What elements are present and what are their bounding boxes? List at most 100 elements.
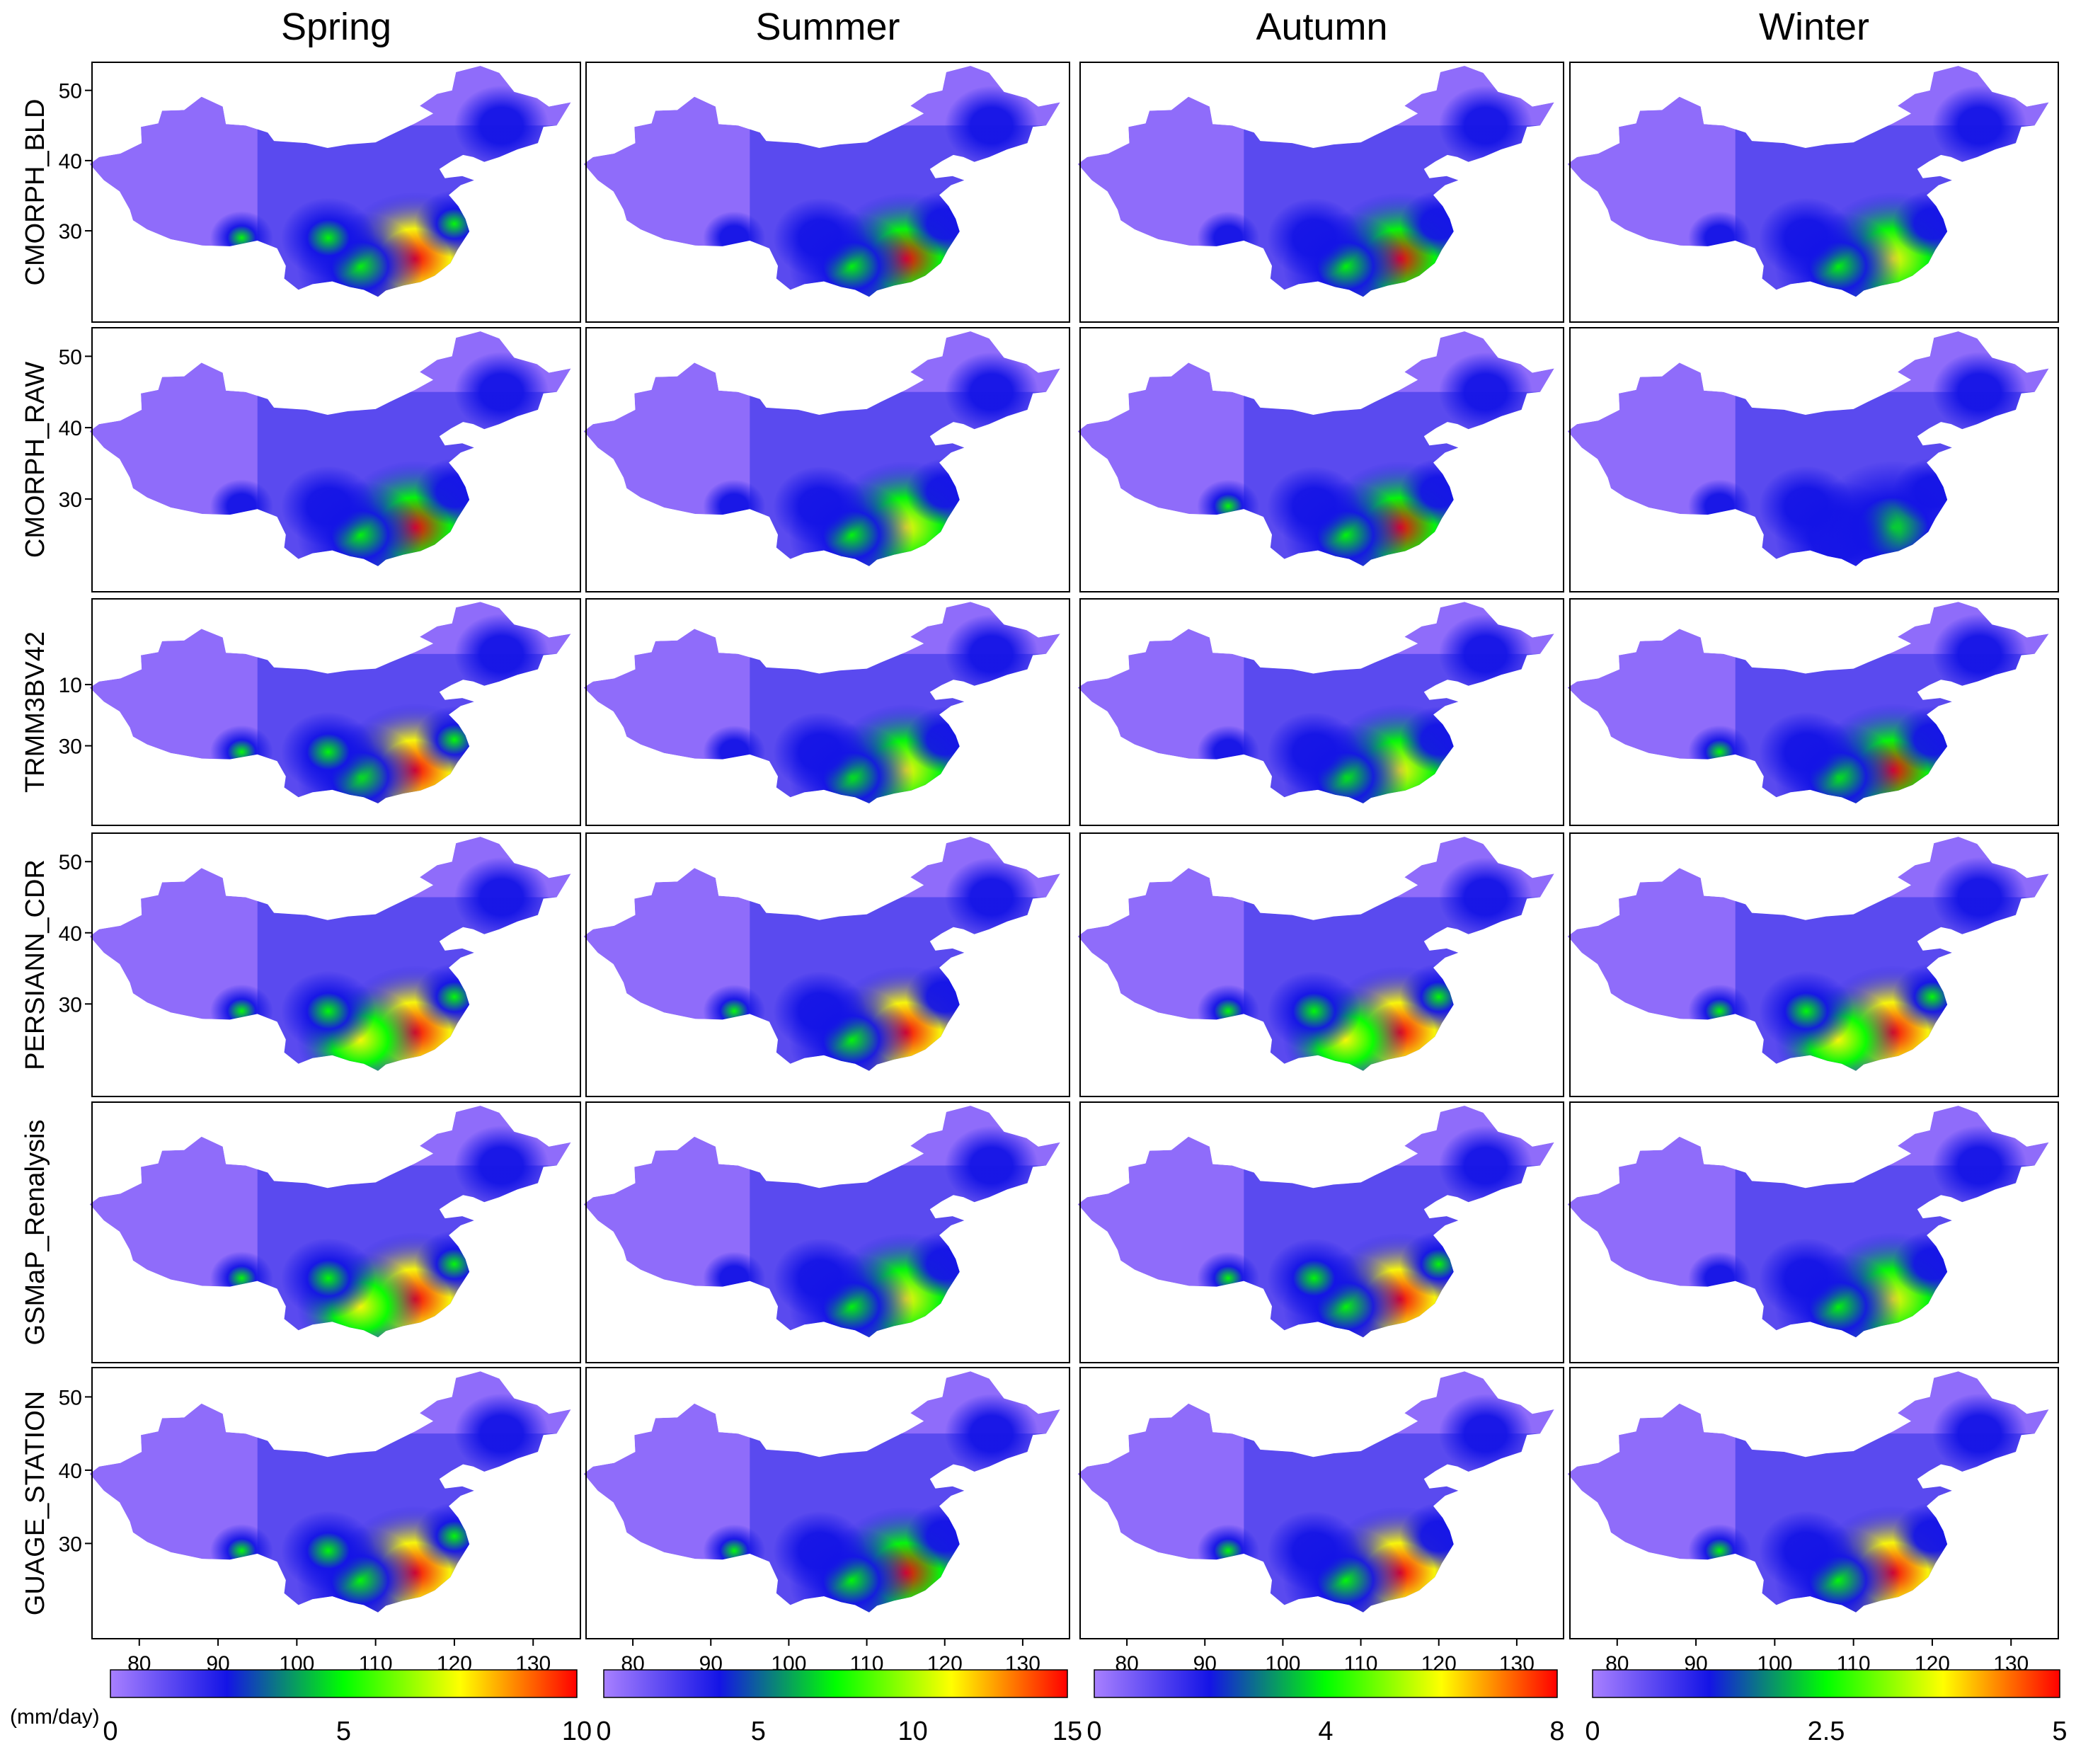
precipitation-field [583, 1106, 1060, 1338]
map-panel-5-1 [583, 1367, 1070, 1639]
y-tick-label: 30 [59, 220, 82, 244]
colorbar-tick-label: 5 [336, 1717, 351, 1746]
rain-hotspot [703, 984, 766, 1038]
rain-hotspot [1267, 1238, 1361, 1318]
colorbar-tick-label: 5 [2052, 1717, 2067, 1746]
rain-hotspot [454, 85, 549, 166]
panel-frame [1079, 1101, 1564, 1363]
rain-hotspot [944, 1393, 1038, 1474]
rain-hotspot [1687, 479, 1751, 533]
rain-hotspot [1438, 614, 1532, 694]
rain-hotspot [1893, 458, 1972, 526]
rain-hotspot [1399, 190, 1478, 257]
rain-hotspot [1687, 211, 1751, 265]
rain-hotspot [1893, 706, 1972, 774]
rain-hotspot [415, 706, 494, 774]
rain-hotspot [1267, 971, 1361, 1051]
row-label-guage-station: GUAGE_STATION [21, 1391, 50, 1615]
rain-hotspot [1399, 706, 1478, 773]
y-tick-label: 30 [59, 1533, 82, 1556]
rain-hotspot [1197, 725, 1260, 779]
precipitation-field [1567, 837, 2049, 1071]
colorbar-tick-label: 10 [562, 1717, 592, 1746]
map-panel-0-1 [583, 62, 1070, 323]
rain-hotspot [703, 1252, 766, 1305]
rain-hotspot [454, 1125, 549, 1206]
panel-frame [585, 1367, 1070, 1639]
panel-frame [585, 1101, 1070, 1363]
rain-hotspot [281, 1237, 376, 1319]
panel-frame [1569, 1367, 2059, 1639]
rain-hotspot [905, 1230, 984, 1298]
y-tick-label: 50 [59, 345, 82, 369]
y-tick-label: 40 [59, 922, 82, 946]
rain-hotspot [281, 466, 376, 546]
colorbar-tick-label: 0 [103, 1717, 117, 1746]
rain-hotspot [210, 1251, 273, 1305]
panel-frame [1569, 832, 2059, 1097]
rain-hotspot [1932, 614, 2027, 694]
rain-hotspot [1197, 1524, 1260, 1578]
precipitation-field [1567, 331, 2049, 566]
rain-hotspot [1932, 1393, 2027, 1474]
rain-hotspot [773, 1238, 867, 1318]
rain-hotspot [905, 459, 984, 525]
rain-hotspot [1932, 351, 2027, 433]
rain-hotspot [773, 197, 867, 278]
rain-hotspot [210, 211, 273, 265]
rain-hotspot [1893, 1502, 1972, 1570]
rain-hotspot [1399, 963, 1478, 1031]
panel-frame [91, 1367, 581, 1639]
panel-frame [1079, 598, 1564, 826]
rain-hotspot [1893, 190, 1972, 258]
rain-hotspot [1759, 197, 1854, 278]
column-title-summer: Summer [755, 6, 900, 48]
map-panel-1-2 [1077, 327, 1564, 592]
precipitation-field [89, 602, 571, 803]
y-tick-label: 40 [59, 417, 82, 440]
colorbar-gradient [603, 1669, 1068, 1698]
colorbar-gradient [1094, 1669, 1558, 1698]
colorbars: 0 5 10 0 5 10 15 0 4 8 0 2.5 5 [103, 1669, 2068, 1746]
precipitation-field [89, 1106, 571, 1338]
y-tick-label: 30 [59, 993, 82, 1016]
rain-hotspot [1687, 984, 1751, 1038]
rain-hotspot [1438, 1126, 1532, 1205]
y-tick-label: 40 [59, 150, 82, 173]
map-panel-4-0 [89, 1101, 581, 1363]
rain-hotspot [1759, 711, 1854, 792]
rain-hotspot [281, 1511, 376, 1591]
rain-hotspot [944, 86, 1038, 166]
precipitation-field [1567, 1371, 2049, 1613]
column-titles: Spring Summer Autumn Winter [281, 6, 1869, 48]
map-panel-3-3 [1567, 832, 2059, 1097]
colorbar-tick-label: 2.5 [1808, 1717, 1845, 1746]
map-panel-2-2 [1077, 598, 1564, 826]
colorbar-tick-label: 8 [1549, 1717, 1564, 1746]
map-panel-2-1 [583, 598, 1070, 826]
precipitation-field [1567, 602, 2049, 803]
precipitation-field [89, 66, 571, 297]
rain-hotspot [1267, 466, 1361, 546]
colorbar-tick-label: 15 [1053, 1717, 1082, 1746]
map-panel-0-3 [1567, 62, 2059, 323]
y-tick-label: 10 [59, 674, 82, 697]
unit-label: (mm/day) [10, 1705, 100, 1729]
precipitation-field [1077, 1371, 1554, 1613]
rain-hotspot [210, 479, 273, 533]
rain-hotspot [944, 352, 1038, 432]
rain-hotspot [210, 725, 273, 779]
panel-frame [585, 62, 1070, 323]
colorbar-winter: 0 2.5 5 [1585, 1669, 2068, 1746]
panel-frame [585, 832, 1070, 1097]
colorbar-tick-label: 4 [1318, 1717, 1333, 1746]
row-label-cmorph-bld: CMORPH_BLD [21, 99, 50, 286]
map-panel-2-3 [1567, 598, 2059, 826]
rain-hotspot [1197, 211, 1260, 265]
colorbar-tick-label: 5 [751, 1717, 766, 1746]
rain-hotspot [281, 711, 376, 792]
panel-frame [1569, 327, 2059, 592]
rain-hotspot [415, 458, 494, 526]
rain-hotspot [905, 706, 984, 773]
